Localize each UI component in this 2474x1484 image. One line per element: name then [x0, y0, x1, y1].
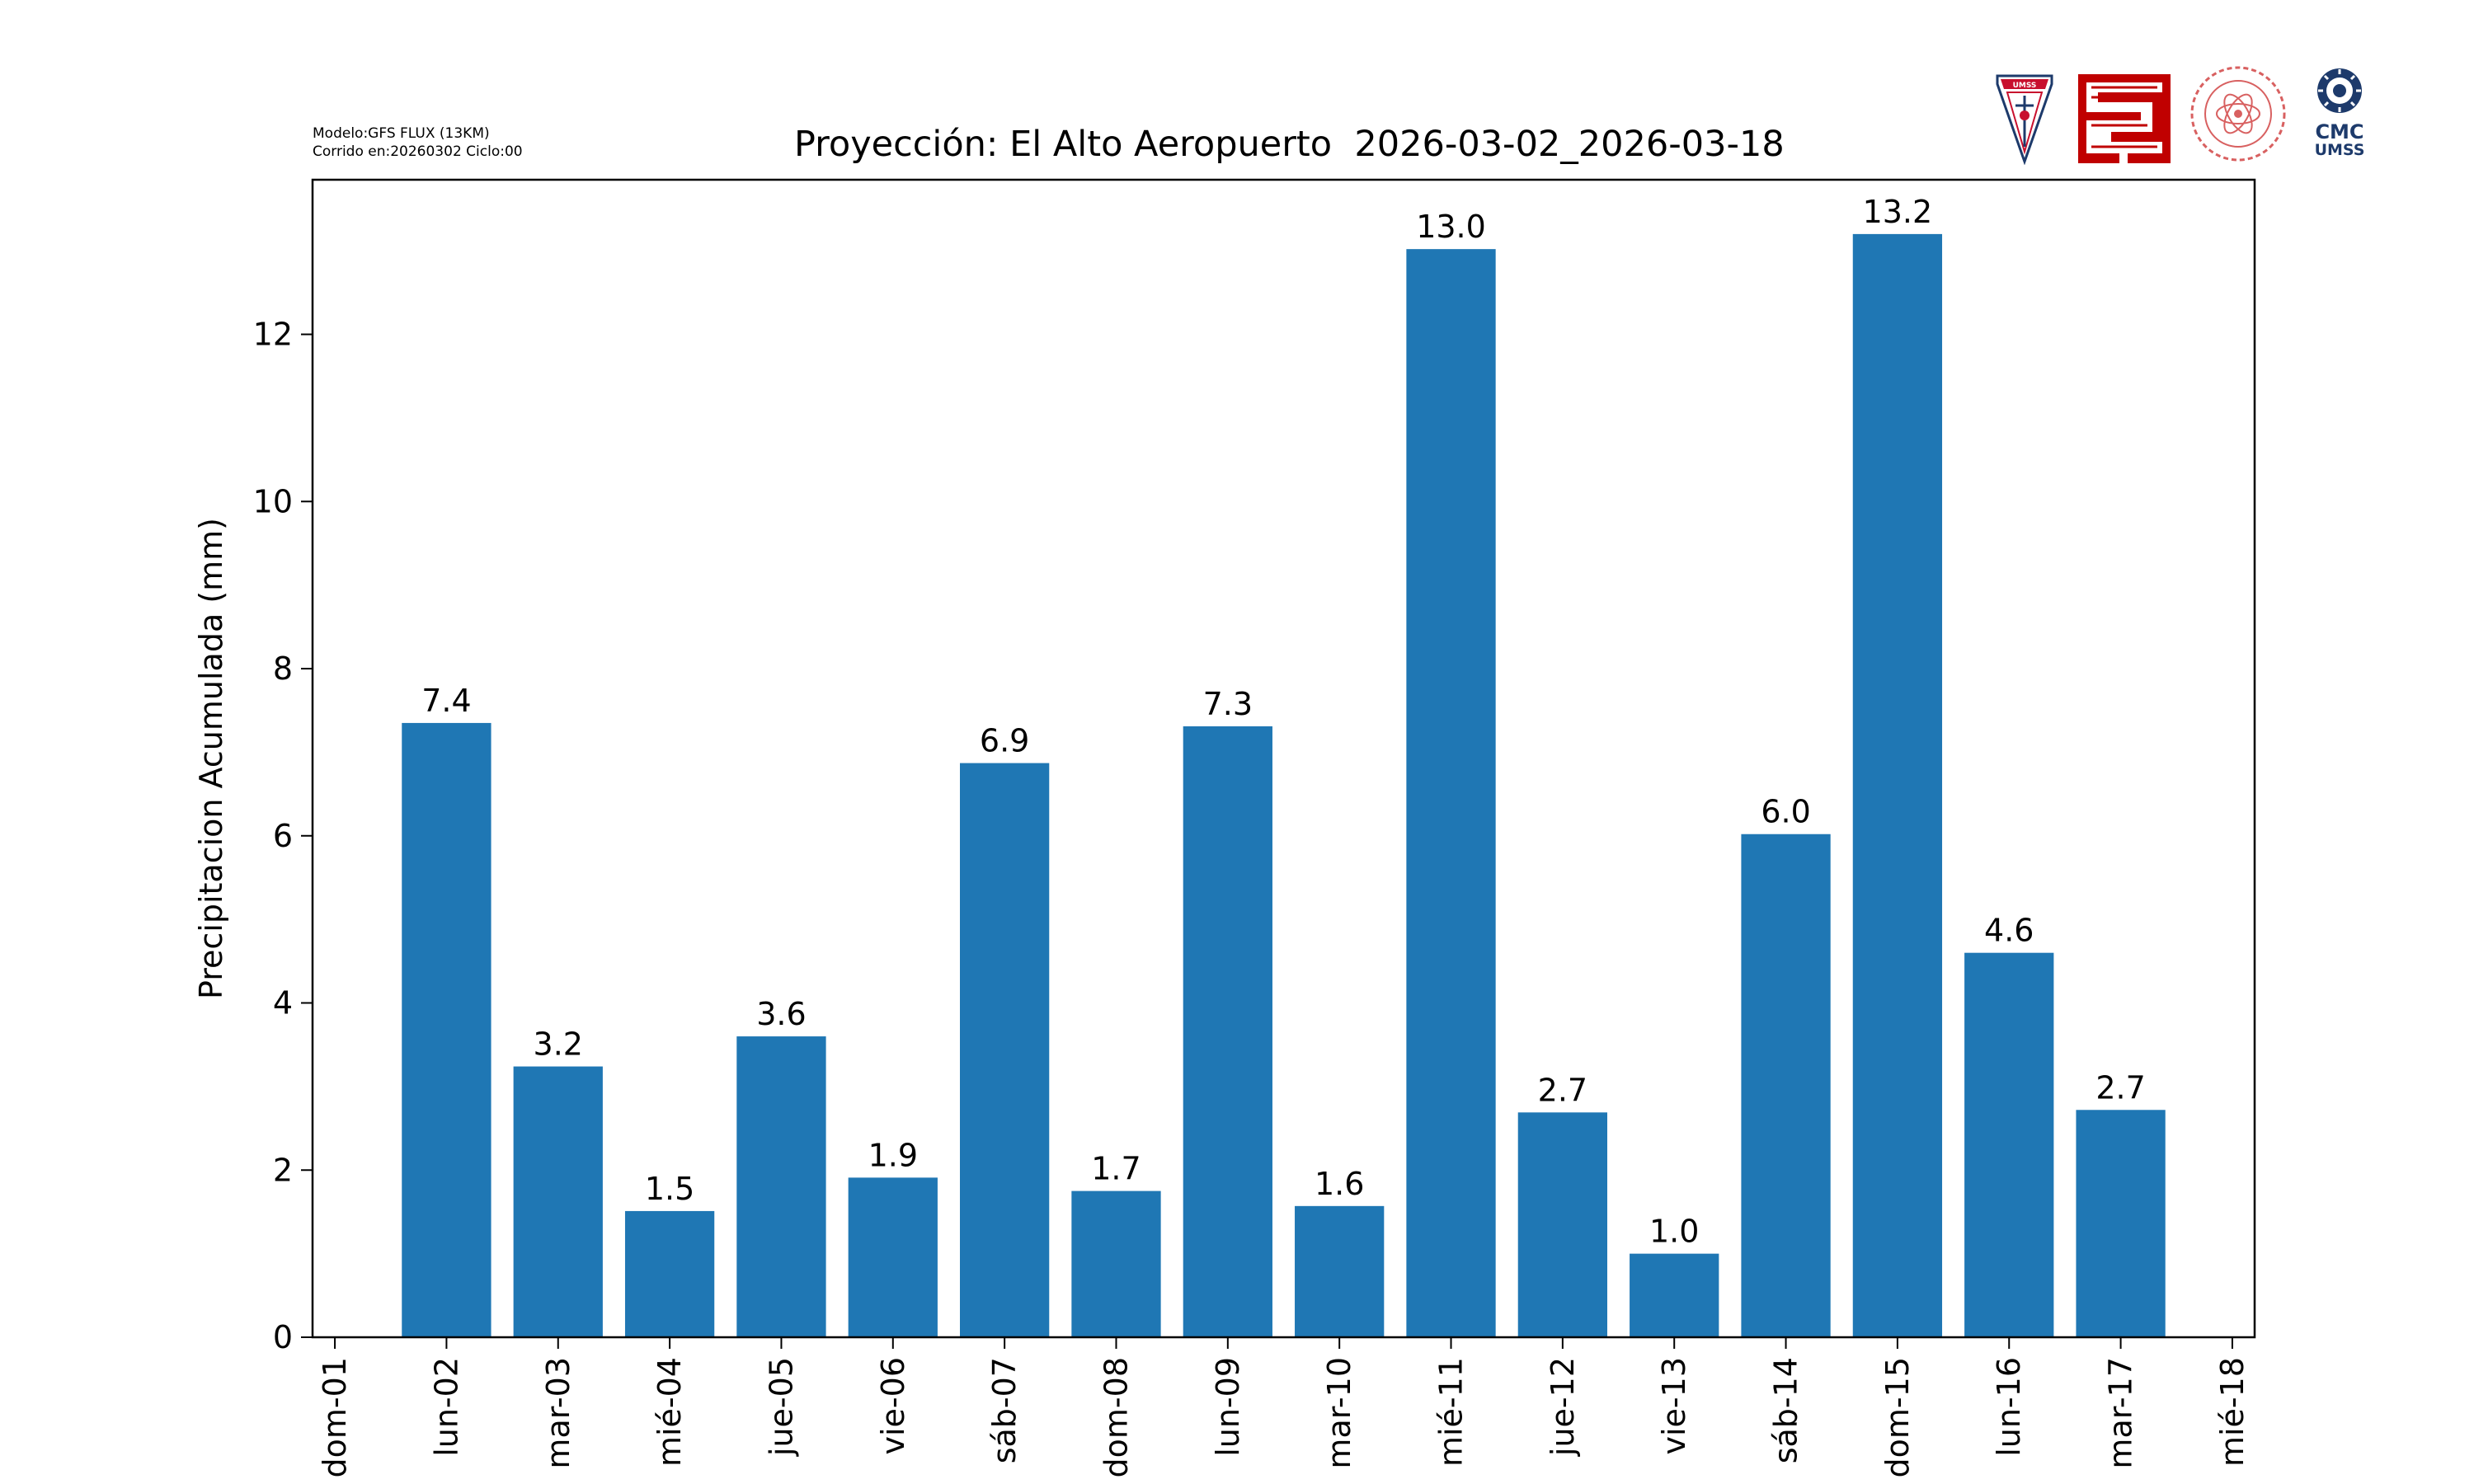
bar-13: [1630, 1253, 1719, 1337]
bar-value-label: 2.7: [1538, 1072, 1587, 1108]
x-tick-label: vie-06: [875, 1357, 911, 1455]
x-tick-label: lun-16: [1991, 1357, 2027, 1457]
run-info-text: Corrido en:20260302 Ciclo:00: [313, 143, 523, 160]
umss-shield-logo: UMSS: [1996, 73, 2053, 166]
cmc-umss-logo: CMC UMSS: [2309, 66, 2370, 165]
bar-value-label: 7.3: [1203, 686, 1253, 722]
bar-14: [1741, 834, 1831, 1337]
bar-value-label: 13.0: [1416, 209, 1486, 245]
x-tick-label: sáb-14: [1768, 1357, 1804, 1463]
y-tick-label: 10: [253, 483, 293, 519]
x-tick-label: lun-09: [1210, 1357, 1246, 1457]
axes-frame: [311, 178, 2256, 1339]
umss-shield-text: UMSS: [2013, 82, 2037, 90]
bar-10: [1295, 1205, 1385, 1337]
x-tick-label: jue-05: [763, 1357, 799, 1457]
bar-value-label: 6.9: [980, 723, 1029, 759]
y-tick-label: 8: [273, 650, 293, 687]
x-tick-label: mié-11: [1433, 1357, 1470, 1467]
bar-value-label: 1.6: [1315, 1166, 1364, 1202]
physics-department-seal: [2187, 63, 2289, 165]
bar-value-label: 1.0: [1649, 1214, 1699, 1250]
cmc-logo-text: CMC: [2315, 120, 2364, 143]
x-tick-label: jue-12: [1545, 1357, 1581, 1457]
x-tick-label: dom-15: [1879, 1357, 1916, 1477]
bar-value-label: 13.2: [1863, 194, 1933, 230]
bar-value-label: 7.4: [421, 683, 471, 719]
x-tick-label: lun-02: [428, 1357, 464, 1457]
x-tick-label: mar-10: [1321, 1357, 1357, 1469]
bar-value-label: 3.2: [534, 1026, 583, 1063]
bar-value-label: 3.6: [756, 996, 806, 1032]
bar-5: [736, 1036, 826, 1337]
bar-2: [402, 722, 492, 1337]
y-tick-label: 2: [273, 1152, 293, 1188]
bar-8: [1071, 1190, 1161, 1337]
x-tick-label: mié-18: [2214, 1357, 2251, 1467]
bar-value-label: 1.5: [645, 1171, 694, 1207]
model-info-text: Modelo:GFS FLUX (13KM): [313, 125, 490, 142]
bar-17: [2076, 1110, 2166, 1337]
bar-6: [848, 1177, 938, 1337]
x-tick-label: sáb-07: [986, 1357, 1023, 1463]
bar-7: [960, 763, 1050, 1337]
bar-12: [1517, 1112, 1607, 1337]
bar-value-label: 4.6: [1984, 913, 2034, 949]
x-tick-label: mar-17: [2103, 1357, 2139, 1469]
y-tick-label: 4: [273, 985, 293, 1021]
bar-value-label: 2.7: [2095, 1069, 2145, 1106]
y-tick-label: 6: [273, 818, 293, 854]
bar-value-label: 6.0: [1761, 794, 1810, 830]
bar-15: [1852, 233, 1943, 1337]
bar-4: [624, 1210, 715, 1337]
x-tick-label: mar-03: [540, 1357, 576, 1469]
chart-title: Proyección: El Alto Aeropuerto 2026-03-0…: [794, 124, 1785, 165]
bar-11: [1406, 249, 1496, 1337]
x-tick-label: dom-08: [1098, 1357, 1134, 1477]
y-tick-label: 0: [273, 1319, 293, 1355]
fcyt-red-logo: [2078, 74, 2171, 163]
bar-16: [1964, 952, 2054, 1337]
y-tick-label: 12: [253, 317, 293, 353]
x-tick-label: dom-01: [317, 1357, 353, 1477]
cmc-logo-subtext: UMSS: [2314, 141, 2365, 159]
x-tick-label: mié-04: [651, 1357, 688, 1467]
bar-9: [1183, 726, 1272, 1337]
bar-3: [513, 1066, 603, 1337]
x-tick-label: vie-13: [1656, 1357, 1692, 1455]
bar-value-label: 1.7: [1091, 1151, 1141, 1187]
bar-value-label: 1.9: [868, 1137, 918, 1173]
